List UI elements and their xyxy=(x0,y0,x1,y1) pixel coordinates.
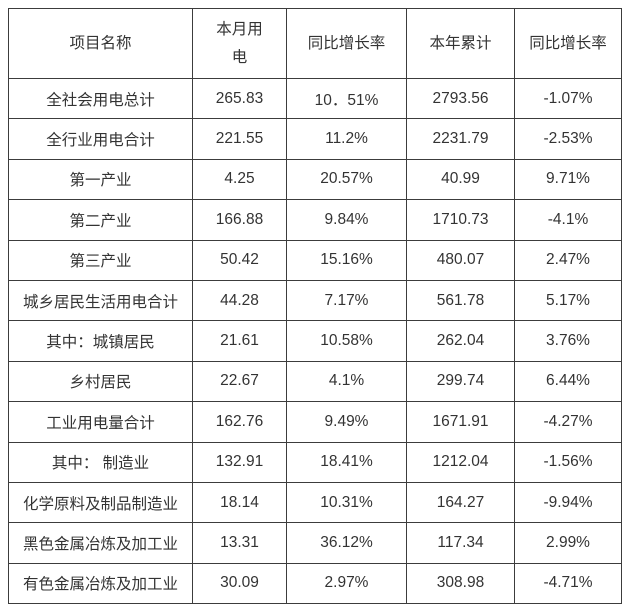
table-row: 其中： 制造业 132.91 18.41% 1212.04 -1.56% xyxy=(8,441,622,483)
value-cell: 10.58% xyxy=(286,320,407,362)
value-cell: 162.76 xyxy=(192,401,287,443)
value-cell: 10.31% xyxy=(286,481,407,524)
table-row: 第一产业 4.25 20.57% 40.99 9.71% xyxy=(8,158,622,201)
value-cell: 6.44% xyxy=(514,360,622,403)
value-cell: 117.34 xyxy=(406,522,515,564)
table-body: 全社会用电总计 265.83 10．51% 2793.56 -1.07% 全行业用电合计 2… xyxy=(8,77,622,605)
value-cell: 2231.79 xyxy=(406,118,515,160)
table-row: 化学原料及制品制造业 18.14 10.31% 164.27 -9.94% xyxy=(8,481,622,524)
value-cell: 9.71% xyxy=(514,158,622,201)
item-name-cell: 工业用电量合计 xyxy=(8,401,193,443)
value-cell: -1.07% xyxy=(514,77,622,120)
value-cell: -1.56% xyxy=(514,441,622,483)
value-cell: 18.41% xyxy=(286,441,407,483)
table-row: 第三产业 50.42 15.16% 480.07 2.47% xyxy=(8,239,622,281)
value-cell: 2.97% xyxy=(286,562,407,605)
value-cell: 1671.91 xyxy=(406,401,515,443)
value-cell: 18.14 xyxy=(192,481,287,524)
value-cell: 1710.73 xyxy=(406,199,515,241)
value-cell: 308.98 xyxy=(406,562,515,605)
value-cell: 164.27 xyxy=(406,481,515,524)
value-cell: 9.84% xyxy=(286,199,407,241)
value-cell: 262.04 xyxy=(406,320,515,362)
table-row: 工业用电量合计 162.76 9.49% 1671.91 -4.27% xyxy=(8,401,622,443)
item-name-cell: 黑色金属冶炼及加工业 xyxy=(8,522,193,564)
electricity-usage-table: 项目名称 本月用电 同比增长率 本年累计 同比增长率 全社会用电总计 265.83 10．5… xyxy=(8,8,622,605)
column-header-0: 项目名称 xyxy=(8,8,193,79)
value-cell: 299.74 xyxy=(406,360,515,403)
item-name-cell: 化学原料及制品制造业 xyxy=(8,481,193,524)
table-row: 全行业用电合计 221.55 11.2% 2231.79 -2.53% xyxy=(8,118,622,160)
value-cell: 7.17% xyxy=(286,279,407,322)
value-cell: 5.17% xyxy=(514,279,622,322)
value-cell: 1212.04 xyxy=(406,441,515,483)
item-name-cell: 第三产业 xyxy=(8,239,193,281)
header-row: 项目名称 本月用电 同比增长率 本年累计 同比增长率 xyxy=(8,8,622,79)
value-cell: 4.25 xyxy=(192,158,287,201)
value-cell: 22.67 xyxy=(192,360,287,403)
value-cell: 11.2% xyxy=(286,118,407,160)
table-row: 城乡居民生活用电合计 44.28 7.17% 561.78 5.17% xyxy=(8,279,622,322)
column-header-2: 同比增长率 xyxy=(286,8,407,79)
table-row: 其中：城镇居民 21.61 10.58% 262.04 3.76% xyxy=(8,320,622,362)
table-row: 乡村居民 22.67 4.1% 299.74 6.44% xyxy=(8,360,622,403)
table-row: 第二产业 166.88 9.84% 1710.73 -4.1% xyxy=(8,199,622,241)
value-cell: 50.42 xyxy=(192,239,287,281)
item-name-cell: 城乡居民生活用电合计 xyxy=(8,279,193,322)
value-cell: 30.09 xyxy=(192,562,287,605)
table-row: 黑色金属冶炼及加工业 13.31 36.12% 117.34 2.99% xyxy=(8,522,622,564)
value-cell: 40.99 xyxy=(406,158,515,201)
column-header-4: 同比增长率 xyxy=(514,8,622,79)
value-cell: 132.91 xyxy=(192,441,287,483)
value-cell: 36.12% xyxy=(286,522,407,564)
column-header-1: 本月用电 xyxy=(192,8,287,79)
item-name-cell: 有色金属冶炼及加工业 xyxy=(8,562,193,605)
value-cell: 2.47% xyxy=(514,239,622,281)
item-name-cell: 乡村居民 xyxy=(8,360,193,403)
value-cell: 10．51% xyxy=(286,77,407,120)
value-cell: 561.78 xyxy=(406,279,515,322)
value-cell: 480.07 xyxy=(406,239,515,281)
item-name-cell: 其中：城镇居民 xyxy=(8,320,193,362)
value-cell: 4.1% xyxy=(286,360,407,403)
value-cell: 15.16% xyxy=(286,239,407,281)
value-cell: 21.61 xyxy=(192,320,287,362)
item-name-cell: 全社会用电总计 xyxy=(8,77,193,120)
value-cell: 13.31 xyxy=(192,522,287,564)
item-name-cell: 第一产业 xyxy=(8,158,193,201)
value-cell: 265.83 xyxy=(192,77,287,120)
value-cell: 9.49% xyxy=(286,401,407,443)
value-cell: 3.76% xyxy=(514,320,622,362)
table-row: 全社会用电总计 265.83 10．51% 2793.56 -1.07% xyxy=(8,77,622,120)
column-header-3: 本年累计 xyxy=(406,8,515,79)
value-cell: 44.28 xyxy=(192,279,287,322)
value-cell: -4.71% xyxy=(514,562,622,605)
value-cell: -2.53% xyxy=(514,118,622,160)
value-cell: -4.27% xyxy=(514,401,622,443)
item-name-cell: 其中： 制造业 xyxy=(8,441,193,483)
value-cell: -4.1% xyxy=(514,199,622,241)
value-cell: 2.99% xyxy=(514,522,622,564)
item-name-cell: 全行业用电合计 xyxy=(8,118,193,160)
value-cell: 221.55 xyxy=(192,118,287,160)
value-cell: 166.88 xyxy=(192,199,287,241)
value-cell: -9.94% xyxy=(514,481,622,524)
item-name-cell: 第二产业 xyxy=(8,199,193,241)
value-cell: 2793.56 xyxy=(406,77,515,120)
table-row: 有色金属冶炼及加工业 30.09 2.97% 308.98 -4.71% xyxy=(8,562,622,605)
value-cell: 20.57% xyxy=(286,158,407,201)
